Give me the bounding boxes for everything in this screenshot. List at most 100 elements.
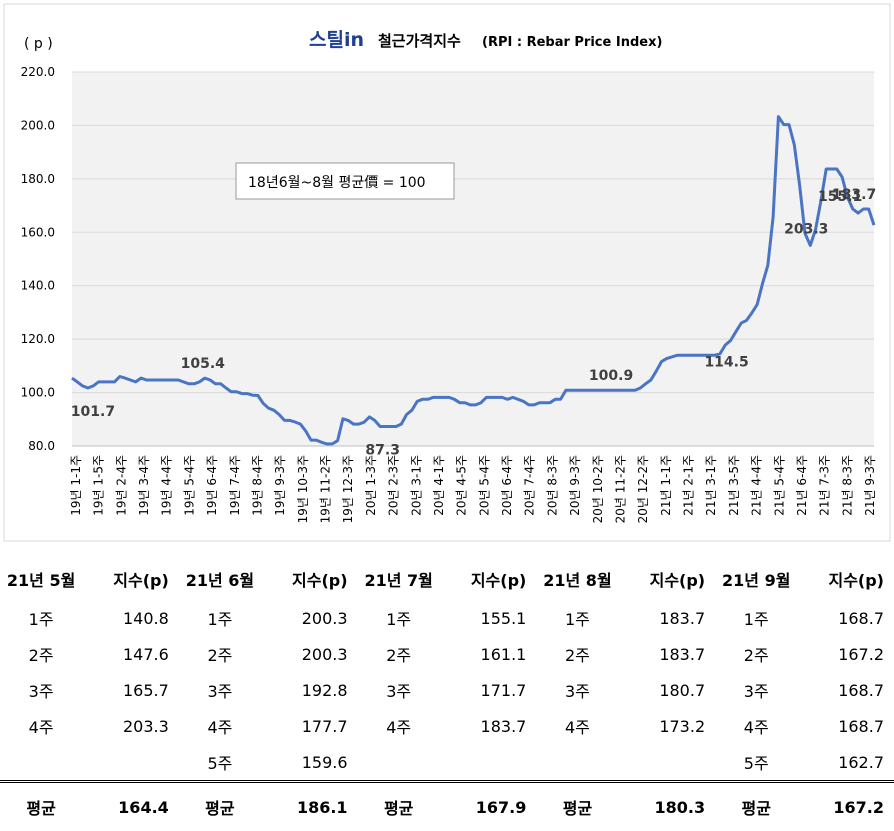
week-cell: 2주 [715,636,797,672]
week-cell: 2주 [0,636,82,672]
y-tick-label: 160.0 [21,225,55,239]
header-may: 21년 5월 [0,558,82,600]
x-tick-label: 19년 2-4주 [114,455,128,516]
index-value-cell: 183.7 [619,600,716,636]
index-value-cell [440,744,537,782]
index-value-cell: 168.7 [797,600,894,636]
index-value-cell: 167.2 [797,636,894,672]
y-tick-label: 180.0 [21,172,55,186]
x-tick-label: 20년 1-3주 [364,455,378,516]
x-tick-label: 19년 9-3주 [273,455,287,516]
week-cell [0,744,82,782]
x-tick-label: 21년 6-4주 [795,455,809,516]
week-cell: 4주 [536,708,618,744]
header-index: 지수(p) [619,558,716,600]
week-cell: 1주 [179,600,261,636]
index-value-cell: 203.3 [82,708,179,744]
data-label: 114.5 [704,354,748,370]
week-cell: 1주 [0,600,82,636]
index-value-cell: 183.7 [440,708,537,744]
x-tick-label: 20년 10-2주 [591,455,605,523]
data-label: 203.3 [784,221,828,237]
average-value: 167.2 [797,782,894,831]
x-tick-label: 19년 7-4주 [228,455,242,516]
index-value-cell: 165.7 [82,672,179,708]
x-tick-label: 19년 6-4주 [205,455,219,516]
index-value-cell: 200.3 [261,600,358,636]
x-tick-label: 20년 3-1주 [409,455,423,516]
table-header-row: 21년 5월 지수(p) 21년 6월 지수(p) 21년 7월 지수(p) 2… [0,558,894,600]
data-label: 183.7 [832,187,876,203]
x-tick-label: 19년 1-5주 [92,455,106,516]
x-tick-label: 20년 7-4주 [523,455,537,516]
week-cell: 3주 [715,672,797,708]
x-tick-label: 21년 2-1주 [682,455,696,516]
week-cell: 2주 [358,636,440,672]
header-jun: 21년 6월 [179,558,261,600]
y-unit-label: ( p ) [24,36,53,52]
average-value: 180.3 [619,782,716,831]
index-value-cell: 180.7 [619,672,716,708]
header-index: 지수(p) [82,558,179,600]
x-tick-label: 20년 12-2주 [636,455,650,523]
week-cell [358,744,440,782]
average-value: 167.9 [440,782,537,831]
week-cell: 4주 [358,708,440,744]
week-cell: 5주 [179,744,261,782]
week-cell: 4주 [0,708,82,744]
week-cell: 3주 [179,672,261,708]
week-cell: 3주 [358,672,440,708]
x-tick-label: 19년 1-1주 [69,455,83,516]
average-label: 평균 [715,782,797,831]
week-cell [536,744,618,782]
index-value-cell: 192.8 [261,672,358,708]
x-tick-label: 19년 3-4주 [137,455,151,516]
chart-title-main: 철근가격지수 [378,32,461,50]
average-value: 186.1 [261,782,358,831]
x-tick-label: 19년 10-3주 [296,455,310,523]
data-label: 87.3 [365,442,400,458]
index-value-cell: 200.3 [261,636,358,672]
x-tick-label: 21년 5-4주 [772,455,786,516]
week-cell: 1주 [715,600,797,636]
x-tick-label: 21년 4-4주 [750,455,764,516]
y-tick-label: 140.0 [21,279,55,293]
steelin-logo: 스틸in [309,29,364,51]
index-value-cell: 183.7 [619,636,716,672]
y-tick-label: 120.0 [21,332,55,346]
plot-background [72,72,874,446]
x-tick-label: 19년 5-4주 [182,455,196,516]
week-cell: 4주 [179,708,261,744]
header-index: 지수(p) [440,558,537,600]
average-label: 평균 [0,782,82,831]
x-tick-label: 19년 12-3주 [341,455,355,523]
index-value-cell: 168.7 [797,708,894,744]
x-tick-label: 20년 9-3주 [568,455,582,516]
x-tick-label: 20년 4-1주 [432,455,446,516]
index-value-cell: 171.7 [440,672,537,708]
average-label: 평균 [179,782,261,831]
average-label: 평균 [358,782,440,831]
average-value: 164.4 [82,782,179,831]
x-tick-label: 21년 7-3주 [818,455,832,516]
y-tick-label: 100.0 [21,386,55,400]
note-text: 18년6월~8월 평균價 = 100 [248,174,426,191]
data-label: 105.4 [181,356,226,372]
x-tick-label: 20년 11-2주 [613,455,627,523]
x-tick-label: 21년 8-3주 [840,455,854,516]
index-value-cell [82,744,179,782]
index-value-cell [619,744,716,782]
x-tick-label: 20년 8-3주 [545,455,559,516]
week-cell: 2주 [536,636,618,672]
header-aug: 21년 8월 [536,558,618,600]
x-tick-label: 20년 2-3주 [387,455,401,516]
x-tick-label: 19년 8-4주 [250,455,264,516]
weekly-index-table: 21년 5월 지수(p) 21년 6월 지수(p) 21년 7월 지수(p) 2… [0,558,894,831]
x-tick-label: 19년 4-4주 [160,455,174,516]
x-tick-label: 21년 3-1주 [704,455,718,516]
header-jul: 21년 7월 [358,558,440,600]
